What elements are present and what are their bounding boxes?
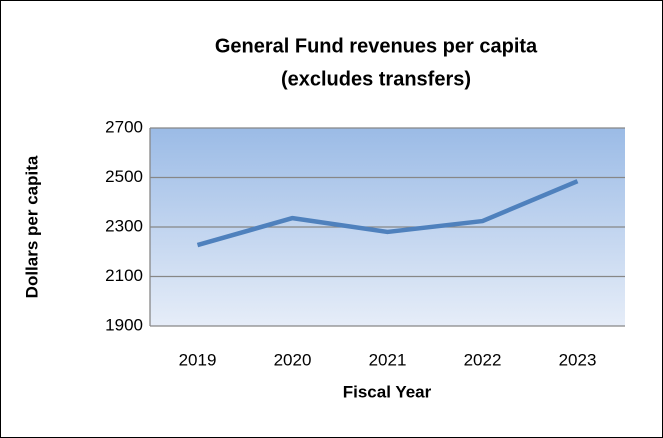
- y-tick-label: 2700: [105, 117, 143, 136]
- y-tick-label: 2100: [105, 266, 143, 285]
- y-axis-title: Dollars per capita: [22, 155, 41, 298]
- x-axis-title: Fiscal Year: [343, 382, 432, 401]
- y-tick-label: 2500: [105, 167, 143, 186]
- x-tick-label: 2022: [464, 350, 502, 369]
- x-tick-label: 2020: [274, 350, 312, 369]
- chart-subtitle: (excludes transfers): [281, 68, 471, 90]
- data-line: [196, 179, 579, 248]
- x-tick-label: 2019: [179, 350, 217, 369]
- x-tick-label: 2023: [559, 350, 597, 369]
- y-tick-label: 2300: [105, 216, 143, 235]
- chart-title: General Fund revenues per capita: [215, 35, 538, 57]
- y-tick-label: 1900: [105, 315, 143, 334]
- x-tick-label: 2021: [369, 350, 407, 369]
